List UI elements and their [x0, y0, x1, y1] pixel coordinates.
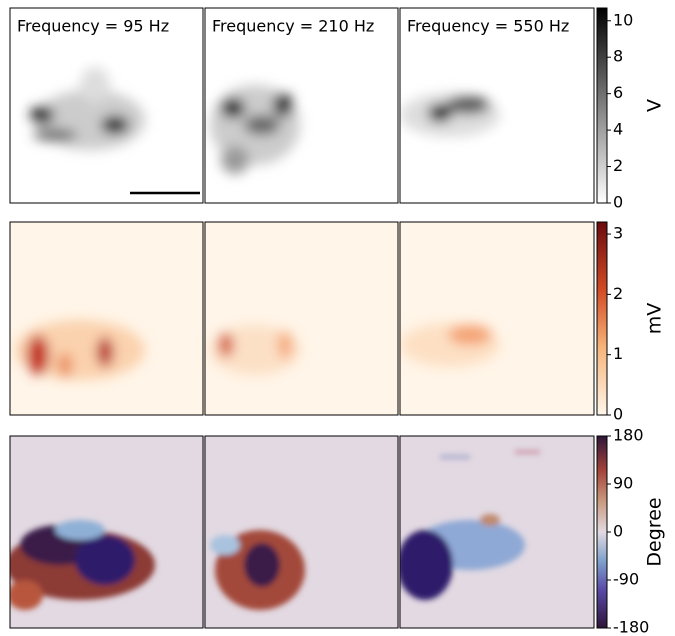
tick-label: 0 [613, 405, 623, 424]
tick-label: 4 [613, 120, 623, 139]
panel-title: Frequency = 210 Hz [212, 17, 374, 36]
panel-title: Frequency = 550 Hz [407, 17, 569, 36]
colorbar [596, 435, 608, 629]
colorbar-label: Degree [644, 497, 666, 566]
tick-label: 8 [613, 47, 623, 66]
colorbar [596, 221, 608, 416]
tick-label: -90 [613, 570, 639, 589]
tick-label: 2 [613, 284, 623, 303]
colorbar [596, 7, 608, 204]
tick-label: 6 [613, 83, 623, 102]
panel-frames [9, 7, 595, 629]
colorbar-label: mV [644, 303, 666, 335]
tick-label: 90 [613, 474, 633, 493]
millivolt-row [10, 222, 594, 415]
panel-title: Frequency = 95 Hz [17, 17, 169, 36]
tick-label: 180 [613, 426, 644, 445]
tick-label: 3 [613, 224, 623, 243]
tick-label: -180 [613, 618, 649, 636]
phase-row [10, 436, 594, 628]
colorbar-label: V [644, 99, 666, 112]
tick-label: 10 [613, 10, 633, 29]
tick-label: 1 [613, 344, 623, 363]
amplitude-row [30, 67, 500, 195]
tick-label: 0 [613, 193, 623, 212]
tick-label: 2 [613, 156, 623, 175]
tick-label: 0 [613, 522, 623, 541]
